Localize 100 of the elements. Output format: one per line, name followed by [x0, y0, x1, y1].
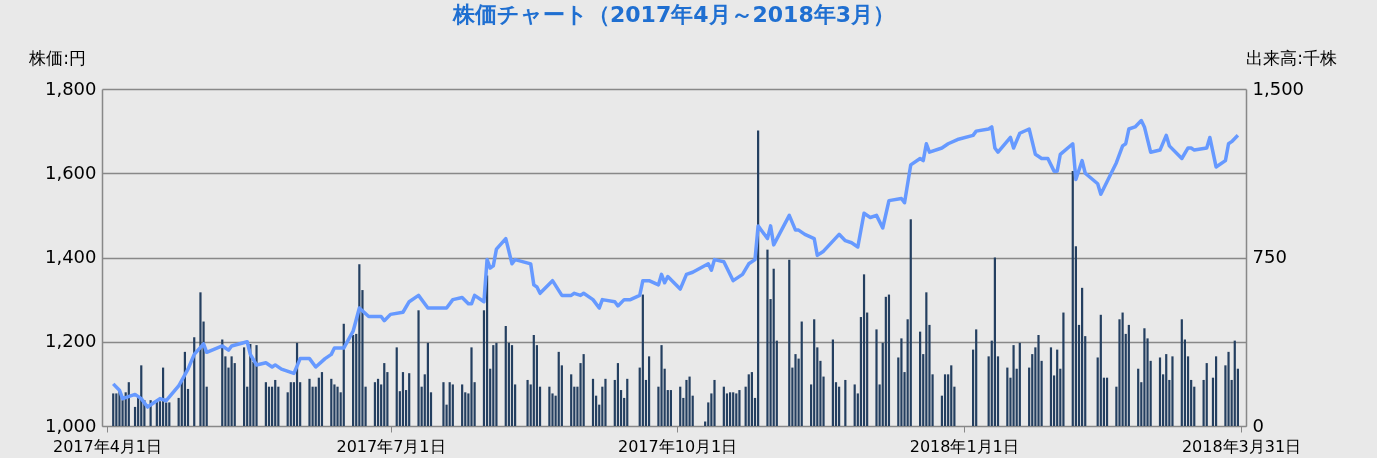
- bar: [1062, 312, 1065, 426]
- bar: [813, 319, 816, 426]
- bar: [669, 390, 672, 426]
- bar: [909, 219, 912, 426]
- x-tick-label: 2017年10月1日: [617, 436, 738, 456]
- bar: [557, 351, 560, 426]
- bar: [230, 356, 233, 426]
- bar: [732, 392, 735, 426]
- bar: [492, 345, 495, 426]
- bar: [1012, 345, 1015, 426]
- bar: [604, 378, 607, 426]
- bar: [943, 374, 947, 426]
- bar: [395, 347, 398, 426]
- bar: [616, 363, 620, 426]
- bar: [950, 365, 953, 426]
- x-tick-label: 2018年1月1日: [909, 436, 1019, 456]
- bar: [626, 378, 629, 426]
- line-series: [111, 118, 1240, 409]
- bar: [679, 386, 682, 426]
- bar: [1056, 349, 1059, 426]
- bar: [1143, 328, 1146, 426]
- bar: [320, 372, 324, 426]
- y-tick-label: 1,800: [44, 77, 97, 99]
- bar: [115, 393, 118, 426]
- bar: [900, 338, 903, 426]
- bar: [1233, 340, 1236, 426]
- bar: [383, 363, 386, 426]
- bar: [461, 384, 464, 426]
- bar: [242, 347, 246, 426]
- bar: [660, 345, 663, 426]
- bar: [735, 393, 738, 426]
- bar: [862, 274, 866, 426]
- y2-axis-title: 出来高:千株: [1246, 47, 1337, 68]
- bar: [582, 354, 585, 426]
- bar: [1099, 314, 1102, 426]
- x-tick-label: 2018年3月31日: [1181, 436, 1302, 456]
- bar: [750, 372, 753, 426]
- bar: [408, 373, 411, 426]
- bar: [495, 342, 498, 426]
- y-axis-title: 株価:円: [28, 47, 86, 68]
- bar: [884, 296, 887, 426]
- bar: [336, 386, 339, 426]
- bar: [788, 259, 791, 426]
- bar: [975, 329, 978, 426]
- bar: [1018, 342, 1021, 426]
- bar: [401, 372, 405, 426]
- bar: [308, 378, 311, 426]
- x-tick-label: 2017年4月1日: [52, 436, 163, 456]
- bar: [1049, 347, 1053, 426]
- bar: [838, 386, 841, 426]
- bar: [1081, 287, 1084, 426]
- y-tick-label: 1,200: [44, 330, 97, 352]
- bar: [1071, 171, 1074, 426]
- bar: [1214, 356, 1218, 426]
- bar: [112, 393, 115, 426]
- bar: [647, 356, 651, 426]
- y-tick-label: 1,600: [44, 161, 97, 183]
- bar: [264, 382, 267, 426]
- bar: [747, 374, 750, 426]
- bar: [448, 382, 451, 426]
- bar: [330, 378, 333, 426]
- bar: [470, 347, 473, 426]
- bar: [728, 392, 732, 426]
- bar: [993, 257, 996, 426]
- bar: [591, 378, 595, 426]
- bar: [794, 354, 797, 426]
- bar: [532, 335, 535, 426]
- bar: [875, 329, 878, 426]
- bar: [199, 292, 202, 426]
- bar: [1006, 367, 1009, 426]
- bar: [526, 379, 529, 426]
- bar: [289, 382, 292, 426]
- y2-tick-label: 0: [1252, 414, 1264, 436]
- bar: [1121, 312, 1124, 426]
- bar: [1227, 351, 1230, 426]
- bar: [800, 321, 803, 426]
- bar: [426, 342, 429, 426]
- bar: [688, 376, 691, 426]
- bar: [548, 386, 551, 426]
- bar: [685, 379, 688, 426]
- bar: [738, 390, 741, 426]
- bar: [274, 379, 277, 426]
- bar: [844, 379, 847, 426]
- bar: [1158, 357, 1162, 426]
- bar: [1137, 368, 1140, 426]
- bar: [853, 384, 856, 426]
- bar: [1165, 354, 1168, 426]
- bar: [887, 294, 891, 426]
- bar: [641, 294, 644, 426]
- bar: [352, 335, 355, 426]
- bar: [1127, 324, 1130, 426]
- bar: [1180, 319, 1183, 426]
- chart-title: 株価チャート（2017年4月～2018年3月）: [451, 2, 896, 27]
- bar: [168, 402, 171, 426]
- bar: [267, 386, 271, 426]
- bar: [772, 268, 775, 426]
- y-tick-label: 1,000: [44, 414, 97, 436]
- bar: [510, 345, 514, 426]
- bar: [442, 382, 445, 426]
- bar: [504, 326, 507, 426]
